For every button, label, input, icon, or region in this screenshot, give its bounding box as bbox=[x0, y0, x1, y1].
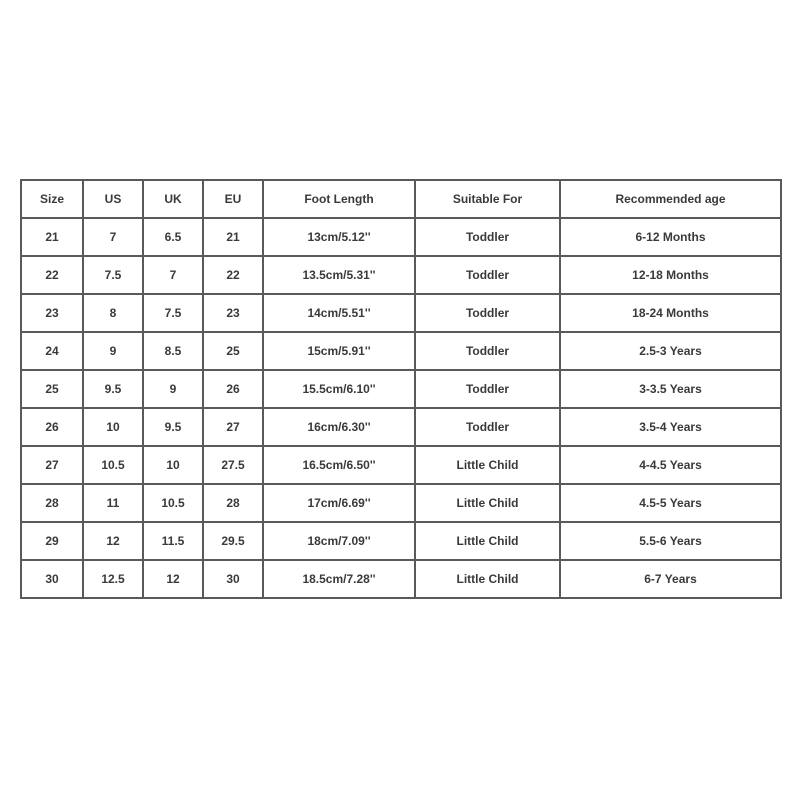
cell-size: 30 bbox=[20, 559, 84, 599]
cell-suitable-for: Little Child bbox=[414, 559, 561, 599]
header-uk: UK bbox=[142, 179, 204, 219]
header-suitable-for: Suitable For bbox=[414, 179, 561, 219]
cell-recommended-age: 4-4.5 Years bbox=[559, 445, 782, 485]
table-row: 28 11 10.5 28 17cm/6.69'' Little Child 4.5-5 Y… bbox=[20, 483, 782, 523]
cell-recommended-age: 6-12 Months bbox=[559, 217, 782, 257]
cell-suitable-for: Toddler bbox=[414, 407, 561, 447]
cell-us: 9 bbox=[82, 331, 144, 371]
header-foot-length: Foot Length bbox=[262, 179, 416, 219]
cell-eu: 29.5 bbox=[202, 521, 264, 561]
cell-suitable-for: Toddler bbox=[414, 255, 561, 295]
table-row: 25 9.5 9 26 15.5cm/6.10'' Toddler 3-3.5 Years bbox=[20, 369, 782, 409]
cell-eu: 25 bbox=[202, 331, 264, 371]
cell-eu: 27 bbox=[202, 407, 264, 447]
cell-foot-length: 14cm/5.51'' bbox=[262, 293, 416, 333]
cell-suitable-for: Little Child bbox=[414, 483, 561, 523]
header-size: Size bbox=[20, 179, 84, 219]
cell-foot-length: 18cm/7.09'' bbox=[262, 521, 416, 561]
cell-us: 10 bbox=[82, 407, 144, 447]
table-row: 22 7.5 7 22 13.5cm/5.31'' Toddler 12-18 Months bbox=[20, 255, 782, 295]
cell-foot-length: 13cm/5.12'' bbox=[262, 217, 416, 257]
cell-size: 26 bbox=[20, 407, 84, 447]
cell-size: 23 bbox=[20, 293, 84, 333]
cell-eu: 21 bbox=[202, 217, 264, 257]
cell-eu: 26 bbox=[202, 369, 264, 409]
cell-us: 7.5 bbox=[82, 255, 144, 295]
cell-uk: 12 bbox=[142, 559, 204, 599]
cell-uk: 6.5 bbox=[142, 217, 204, 257]
cell-foot-length: 16.5cm/6.50'' bbox=[262, 445, 416, 485]
cell-recommended-age: 2.5-3 Years bbox=[559, 331, 782, 371]
cell-size: 24 bbox=[20, 331, 84, 371]
cell-uk: 7.5 bbox=[142, 293, 204, 333]
cell-suitable-for: Toddler bbox=[414, 217, 561, 257]
cell-uk: 10 bbox=[142, 445, 204, 485]
cell-recommended-age: 3.5-4 Years bbox=[559, 407, 782, 447]
cell-uk: 9 bbox=[142, 369, 204, 409]
table-row: 27 10.5 10 27.5 16.5cm/6.50'' Little Child 4-4… bbox=[20, 445, 782, 485]
cell-recommended-age: 6-7 Years bbox=[559, 559, 782, 599]
size-chart-table: Size US UK EU Foot Length Suitable For Recomme… bbox=[20, 179, 782, 599]
cell-eu: 28 bbox=[202, 483, 264, 523]
cell-suitable-for: Toddler bbox=[414, 331, 561, 371]
cell-suitable-for: Little Child bbox=[414, 445, 561, 485]
cell-foot-length: 17cm/6.69'' bbox=[262, 483, 416, 523]
cell-foot-length: 15.5cm/6.10'' bbox=[262, 369, 416, 409]
table-row: 30 12.5 12 30 18.5cm/7.28'' Little Child 6-7 Y… bbox=[20, 559, 782, 599]
cell-recommended-age: 12-18 Months bbox=[559, 255, 782, 295]
cell-suitable-for: Little Child bbox=[414, 521, 561, 561]
cell-suitable-for: Toddler bbox=[414, 293, 561, 333]
cell-size: 27 bbox=[20, 445, 84, 485]
cell-uk: 8.5 bbox=[142, 331, 204, 371]
cell-uk: 10.5 bbox=[142, 483, 204, 523]
cell-us: 9.5 bbox=[82, 369, 144, 409]
header-row: Size US UK EU Foot Length Suitable For Recomme… bbox=[20, 179, 782, 219]
cell-foot-length: 16cm/6.30'' bbox=[262, 407, 416, 447]
table-row: 26 10 9.5 27 16cm/6.30'' Toddler 3.5-4 Years bbox=[20, 407, 782, 447]
table-row: 21 7 6.5 21 13cm/5.12'' Toddler 6-12 Months bbox=[20, 217, 782, 257]
cell-eu: 23 bbox=[202, 293, 264, 333]
cell-us: 11 bbox=[82, 483, 144, 523]
header-recommended-age: Recommended age bbox=[559, 179, 782, 219]
cell-size: 22 bbox=[20, 255, 84, 295]
cell-eu: 27.5 bbox=[202, 445, 264, 485]
cell-eu: 30 bbox=[202, 559, 264, 599]
cell-foot-length: 13.5cm/5.31'' bbox=[262, 255, 416, 295]
cell-us: 12.5 bbox=[82, 559, 144, 599]
cell-us: 8 bbox=[82, 293, 144, 333]
cell-us: 12 bbox=[82, 521, 144, 561]
cell-us: 10.5 bbox=[82, 445, 144, 485]
cell-uk: 7 bbox=[142, 255, 204, 295]
cell-uk: 9.5 bbox=[142, 407, 204, 447]
cell-size: 21 bbox=[20, 217, 84, 257]
cell-recommended-age: 4.5-5 Years bbox=[559, 483, 782, 523]
cell-eu: 22 bbox=[202, 255, 264, 295]
cell-uk: 11.5 bbox=[142, 521, 204, 561]
cell-size: 29 bbox=[20, 521, 84, 561]
table-row: 23 8 7.5 23 14cm/5.51'' Toddler 18-24 Months bbox=[20, 293, 782, 333]
cell-size: 25 bbox=[20, 369, 84, 409]
cell-recommended-age: 5.5-6 Years bbox=[559, 521, 782, 561]
cell-recommended-age: 3-3.5 Years bbox=[559, 369, 782, 409]
table-row: 24 9 8.5 25 15cm/5.91'' Toddler 2.5-3 Years bbox=[20, 331, 782, 371]
cell-foot-length: 18.5cm/7.28'' bbox=[262, 559, 416, 599]
cell-suitable-for: Toddler bbox=[414, 369, 561, 409]
cell-us: 7 bbox=[82, 217, 144, 257]
cell-size: 28 bbox=[20, 483, 84, 523]
header-eu: EU bbox=[202, 179, 264, 219]
table-row: 29 12 11.5 29.5 18cm/7.09'' Little Child 5.5-6… bbox=[20, 521, 782, 561]
cell-foot-length: 15cm/5.91'' bbox=[262, 331, 416, 371]
header-us: US bbox=[82, 179, 144, 219]
cell-recommended-age: 18-24 Months bbox=[559, 293, 782, 333]
